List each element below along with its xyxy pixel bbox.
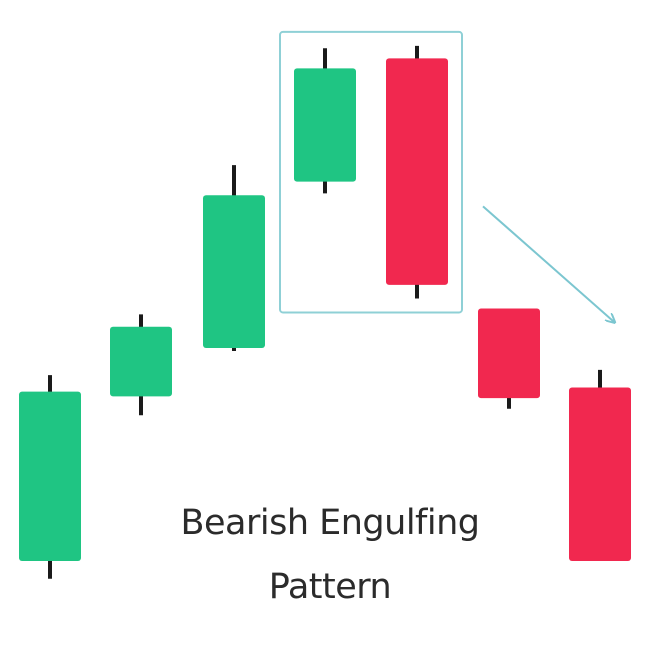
candle-1 (19, 375, 81, 579)
downtrend-arrow (482, 205, 614, 322)
candle-7 (569, 369, 631, 561)
candle-3 (203, 165, 265, 351)
candle-2 (110, 314, 172, 416)
engulfing-highlight-box (279, 30, 463, 314)
candle-3-body (203, 195, 265, 349)
candles (19, 45, 631, 579)
candle-6 (478, 308, 540, 409)
candle-4-body (294, 68, 356, 182)
chart-title-line-1: Bearish Engulfing (180, 503, 480, 543)
candle-6-body (478, 308, 540, 399)
chart-title-line-2: Pattern (268, 567, 392, 607)
candle-5 (386, 45, 448, 299)
candle-5-body (386, 58, 448, 285)
candle-4 (294, 48, 356, 194)
candle-7-body (569, 387, 631, 561)
candle-2-body (110, 326, 172, 397)
candle-1-body (19, 391, 81, 561)
